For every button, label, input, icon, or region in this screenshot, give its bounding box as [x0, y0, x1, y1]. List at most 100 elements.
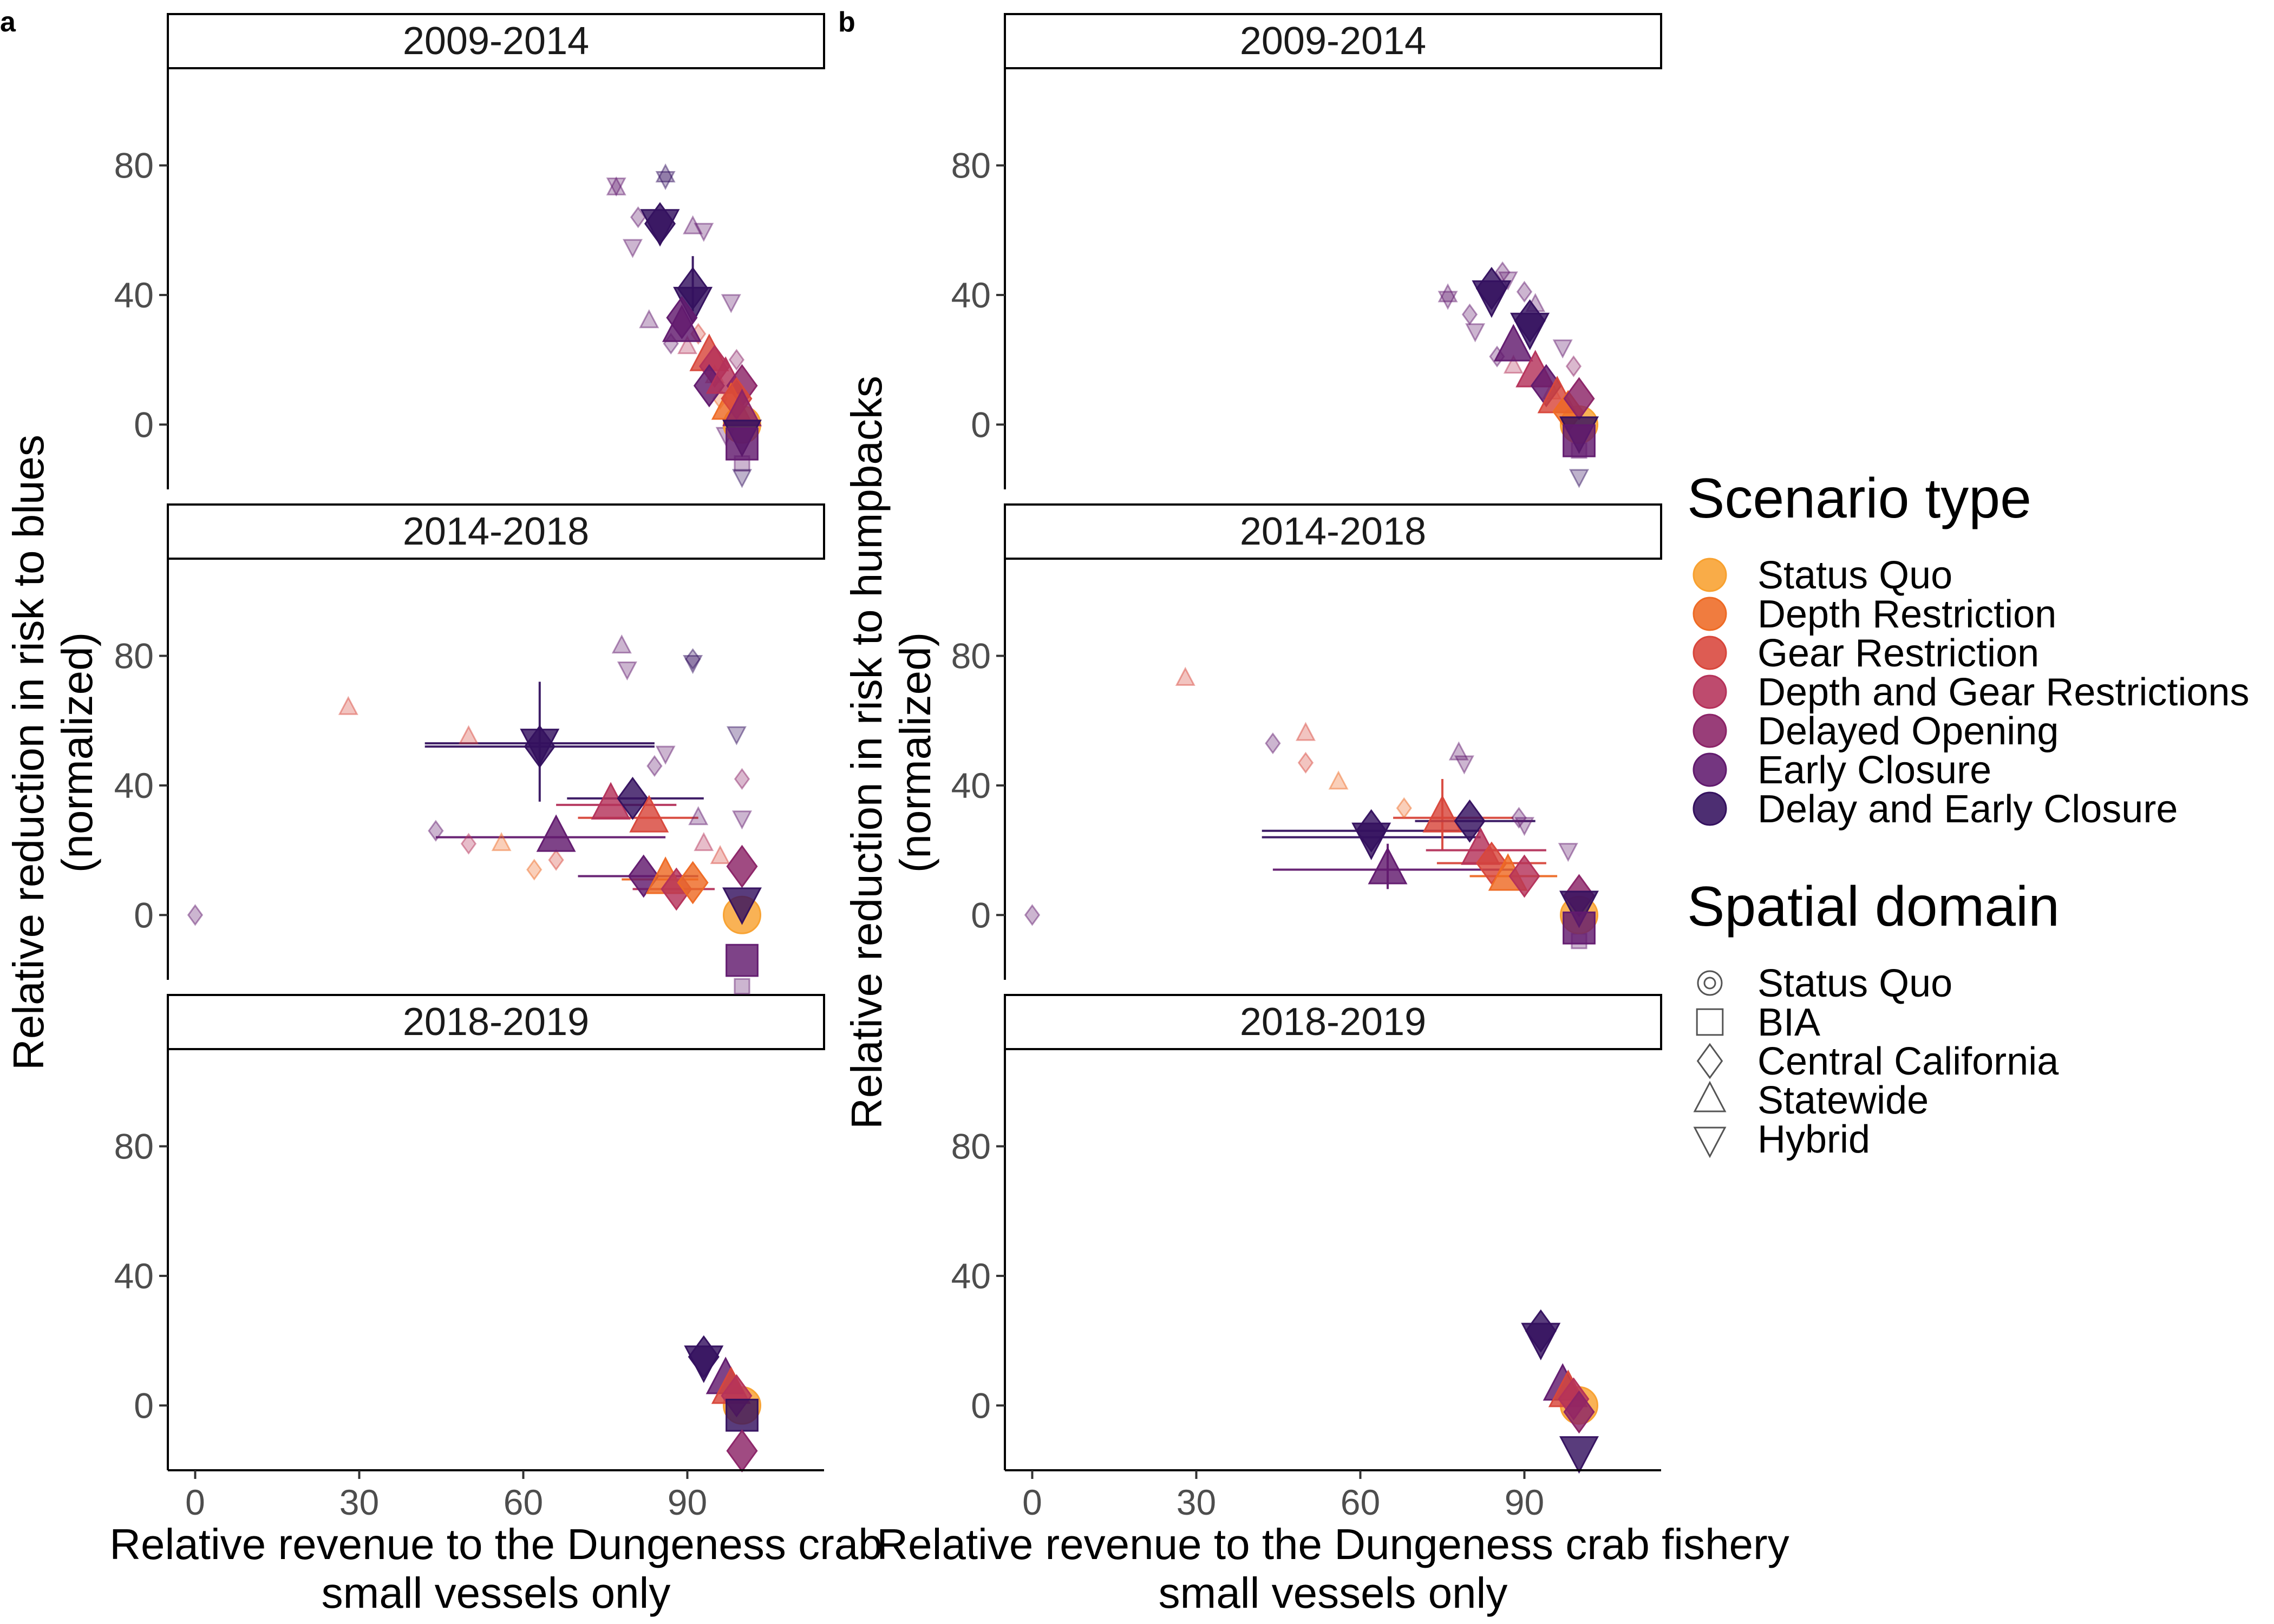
- data-point: [640, 209, 680, 247]
- data-point: [629, 795, 669, 833]
- y-tick-label: 80: [951, 146, 991, 186]
- legend-key-scenario: [1693, 597, 1727, 631]
- data-point: [1437, 283, 1458, 303]
- data-point: [683, 215, 703, 234]
- data-point: [611, 634, 632, 654]
- right-facet-plot-3: 0 40 80: [951, 1049, 1599, 1474]
- data-point: [1552, 339, 1573, 359]
- data-point: [1422, 795, 1462, 833]
- right-x-axis: 0 30 60 90: [1005, 1469, 1661, 1522]
- y-tick-label: 0: [971, 895, 991, 935]
- data-point: [1368, 847, 1408, 885]
- data-point: [726, 844, 758, 888]
- data-point: [734, 768, 750, 790]
- data-point: [1475, 841, 1507, 885]
- y-tick-label: 0: [134, 1385, 154, 1425]
- data-point: [683, 655, 703, 675]
- data-point: [1465, 323, 1486, 343]
- x-tick-label: 0: [185, 1482, 205, 1522]
- right-y-axis-title-line2: (normalized): [891, 632, 939, 873]
- legend-label-scenario: Delayed Opening: [1757, 710, 2059, 753]
- right-facet-title-2: 2014-2018: [1240, 510, 1426, 553]
- data-point: [726, 726, 747, 745]
- legend-key-scenario: [1693, 713, 1727, 748]
- y-tick-label: 40: [114, 765, 154, 806]
- legend-key-domain-inner: [1703, 977, 1716, 990]
- data-point: [726, 1398, 759, 1432]
- data-point: [639, 309, 659, 329]
- legend-key-scenario: [1693, 752, 1727, 787]
- data-point: [684, 1345, 724, 1383]
- y-tick-label: 40: [951, 1256, 991, 1296]
- y-tick-label: 80: [951, 636, 991, 676]
- x-tick-label: 30: [339, 1482, 379, 1522]
- data-point: [1296, 722, 1316, 741]
- x-tick-label: 30: [1177, 1482, 1216, 1522]
- data-point: [728, 349, 745, 371]
- data-point: [721, 294, 741, 313]
- data-point: [655, 745, 676, 765]
- data-point: [460, 833, 477, 855]
- left-y-axis-title-line1: Relative reduction in risk to blues: [4, 435, 53, 1070]
- data-point: [1563, 1390, 1595, 1434]
- y-tick-label: 0: [971, 404, 991, 444]
- y-tick-label: 40: [114, 275, 154, 315]
- left-y-axis-title-line2: (normalized): [53, 632, 101, 873]
- data-point: [1514, 817, 1534, 836]
- data-point: [726, 944, 759, 977]
- y-tick-label: 80: [114, 636, 154, 676]
- data-point: [677, 335, 697, 355]
- data-point: [732, 469, 752, 488]
- left-facet-title-1: 2009-2014: [403, 19, 589, 63]
- data-point: [684, 648, 701, 670]
- data-point: [726, 427, 759, 461]
- left-x-axis-title-line1: Relative revenue to the Dungeness crab: [109, 1520, 883, 1568]
- data-point: [1493, 324, 1533, 362]
- legend-key-scenario: [1693, 636, 1727, 670]
- data-point: [677, 861, 709, 905]
- data-point: [1297, 751, 1314, 774]
- data-point: [617, 661, 637, 681]
- data-point: [491, 832, 512, 852]
- data-point: [1454, 755, 1474, 775]
- data-point: [338, 696, 358, 715]
- legend-label-scenario: Gear Restriction: [1757, 632, 2039, 675]
- y-tick-label: 40: [114, 1256, 154, 1296]
- data-point: [428, 820, 444, 842]
- data-point: [1396, 797, 1412, 819]
- x-tick-label: 90: [1505, 1482, 1544, 1522]
- legend-key-scenario: [1693, 675, 1727, 709]
- panel-tag-a: a: [0, 6, 16, 38]
- data-point: [1558, 843, 1578, 862]
- legend-label-scenario: Status Quo: [1757, 554, 1952, 597]
- y-tick-label: 80: [951, 1127, 991, 1167]
- left-facet-plot-3: 0 40 80: [114, 1049, 761, 1473]
- data-point: [732, 810, 752, 830]
- data-point: [1516, 280, 1533, 303]
- y-tick-label: 80: [114, 146, 154, 186]
- left-facet-title-3: 2018-2019: [403, 1000, 589, 1044]
- left-facet-title-2: 2014-2018: [403, 510, 589, 553]
- right-y-axis-title-line1: Relative reduction in risk to humpbacks: [842, 376, 891, 1129]
- legend-label-domain: Statewide: [1757, 1079, 1929, 1122]
- data-point: [1565, 355, 1582, 377]
- data-point: [1448, 741, 1469, 761]
- data-point: [1503, 354, 1524, 374]
- data-point: [646, 755, 663, 777]
- data-point: [1510, 312, 1550, 351]
- data-point: [1569, 469, 1589, 488]
- data-point: [1559, 1436, 1599, 1474]
- legend-label-domain: Central California: [1757, 1040, 2059, 1083]
- x-tick-label: 60: [1341, 1482, 1380, 1522]
- right-facet-title-1: 2009-2014: [1240, 19, 1426, 63]
- y-tick-label: 40: [951, 275, 991, 315]
- left-x-axis-title-line2: small vessels only: [322, 1569, 671, 1617]
- left-facet-plot-1: 0 40 80: [114, 68, 762, 489]
- right-facet-strip-1: 2009-2014: [1004, 13, 1662, 69]
- data-point: [459, 725, 479, 744]
- data-point: [694, 222, 714, 242]
- data-point: [1508, 854, 1540, 898]
